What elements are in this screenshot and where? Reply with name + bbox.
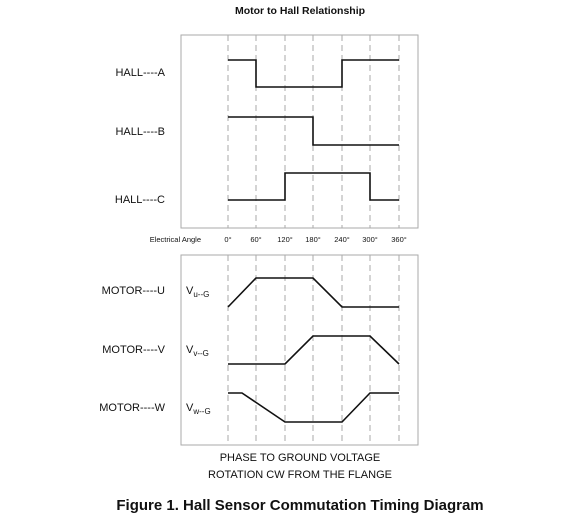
hall-label: HALL----C — [115, 194, 165, 206]
angle-tick: 300° — [362, 235, 378, 244]
voltage-label: Vu--G — [186, 285, 209, 299]
motor-v-signal — [228, 335, 400, 365]
angle-tick: 180° — [305, 235, 321, 244]
diagram-title: Motor to Hall Relationship — [235, 5, 365, 17]
angle-axis-label: Electrical Angle — [150, 235, 201, 244]
angle-tick: 120° — [277, 235, 293, 244]
figure-caption: Figure 1. Hall Sensor Commutation Timing… — [116, 497, 483, 514]
hall-label: HALL----B — [115, 126, 165, 138]
hall-a-signal — [228, 59, 399, 88]
motor-label: MOTOR----U — [102, 285, 165, 297]
hall-panel — [180, 34, 419, 229]
panel-caption: PHASE TO GROUND VOLTAGE — [220, 452, 381, 464]
hall-c-signal — [228, 172, 399, 201]
motor-label: MOTOR----W — [99, 402, 165, 414]
hall-label: HALL----A — [115, 67, 165, 79]
motor-w-signal — [228, 392, 399, 423]
hall-b-signal — [228, 116, 399, 146]
angle-tick: 0° — [224, 235, 231, 244]
motor-u-signal — [227, 277, 399, 308]
angle-tick: 360° — [391, 235, 407, 244]
angle-tick: 240° — [334, 235, 350, 244]
motor-panel — [180, 254, 419, 446]
panel-caption: ROTATION CW FROM THE FLANGE — [208, 469, 392, 481]
motor-grid — [227, 255, 400, 445]
motor-label: MOTOR----V — [102, 344, 165, 356]
angle-tick: 60° — [250, 235, 261, 244]
voltage-label: Vw--G — [186, 402, 211, 416]
voltage-label: Vv--G — [186, 344, 209, 358]
